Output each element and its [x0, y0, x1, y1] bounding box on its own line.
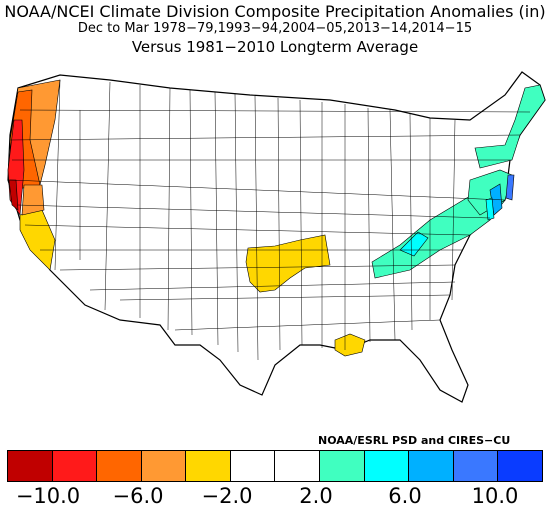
colorbar-swatch	[186, 451, 231, 481]
tick-label: −10.0	[15, 484, 81, 508]
colorbar-swatch	[275, 451, 321, 481]
us-precipitation-map	[7, 71, 546, 403]
map-subtitle: Dec to Mar 1978−79,1993−94,2004−05,2013−…	[77, 21, 473, 36]
tick-label: 10.0	[471, 484, 519, 508]
colorbar-swatch	[141, 451, 187, 481]
california-central-orange	[21, 184, 45, 216]
colorbar-swatch	[97, 451, 142, 481]
baseline-note: Versus 1981−2010 Longterm Average	[131, 38, 419, 56]
tick-label: −2.0	[201, 484, 253, 508]
tick-label: 6.0	[388, 484, 422, 508]
tick-label: 2.0	[299, 484, 333, 508]
delaware-cyan	[485, 197, 495, 221]
tick-label: −6.0	[112, 484, 164, 508]
southern-plains-yellow	[245, 234, 331, 293]
division-borders	[9, 79, 531, 361]
louisiana-yellow	[334, 333, 366, 357]
colorbar-swatch	[52, 451, 98, 481]
colorbar-swatch	[409, 451, 454, 481]
colorbar-swatch	[230, 451, 276, 481]
credit-text: NOAA/ESRL PSD and CIRES−CU	[318, 434, 511, 447]
colorbar-swatch	[498, 451, 542, 481]
new-jersey-blue	[505, 174, 515, 201]
colorbar	[7, 450, 543, 482]
colorbar-swatch	[453, 451, 499, 481]
us-outline	[7, 71, 546, 403]
colorbar-swatch	[8, 451, 53, 481]
new-england-aqua	[474, 84, 546, 169]
colorbar-swatch	[364, 451, 410, 481]
colorbar-swatch	[320, 451, 365, 481]
map-title: NOAA/NCEI Climate Division Composite Pre…	[4, 2, 546, 21]
